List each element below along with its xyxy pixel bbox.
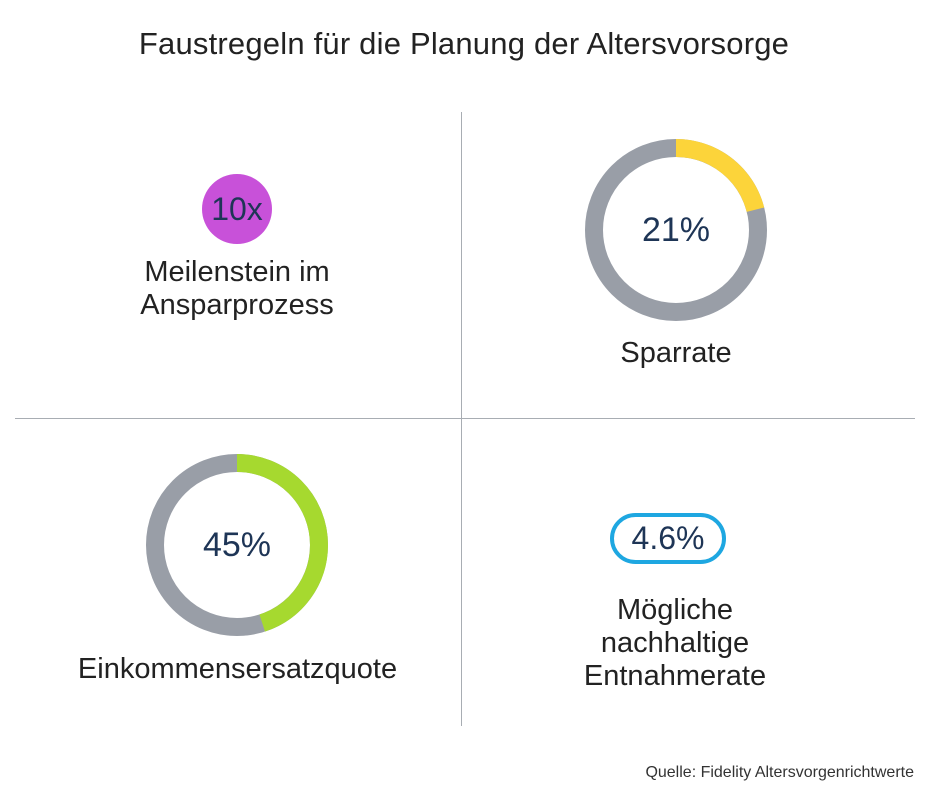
withdrawal-rate-badge: 4.6% [610, 513, 726, 564]
withdrawal-rate-label-line-2: nachhaltige [600, 627, 750, 659]
horizontal-divider [15, 418, 915, 419]
milestone-badge: 10x [202, 174, 272, 244]
milestone-label-line-1: Meilenstein im [144, 256, 330, 288]
replacement-rate-value: 45% [203, 526, 271, 564]
vertical-divider [461, 112, 462, 726]
withdrawal-rate-label-line-1: Mögliche [616, 594, 734, 626]
replacement-rate-arc [146, 454, 328, 636]
milestone-label: Meilenstein im Ansparprozess [102, 256, 372, 322]
replacement-rate-label: Einkommensersatzquote [77, 653, 398, 685]
milestone-label-line-2: Ansparprozess [140, 289, 334, 321]
withdrawal-rate-label-line-3: Entnahmerate [583, 660, 767, 692]
replacement-rate-donut: 45% [146, 454, 328, 636]
source-note: Quelle: Fidelity Altersvorgenrichtwerte [645, 764, 914, 781]
withdrawal-rate-label: Mögliche nachhaltige Entnahmerate [545, 594, 805, 693]
page-title: Faustregeln für die Planung der Altersvo… [138, 26, 790, 61]
savings-rate-value: 21% [642, 211, 710, 249]
savings-rate-donut: 21% [585, 139, 767, 321]
savings-rate-label: Sparrate [620, 337, 732, 369]
savings-rate-arc [585, 139, 767, 321]
